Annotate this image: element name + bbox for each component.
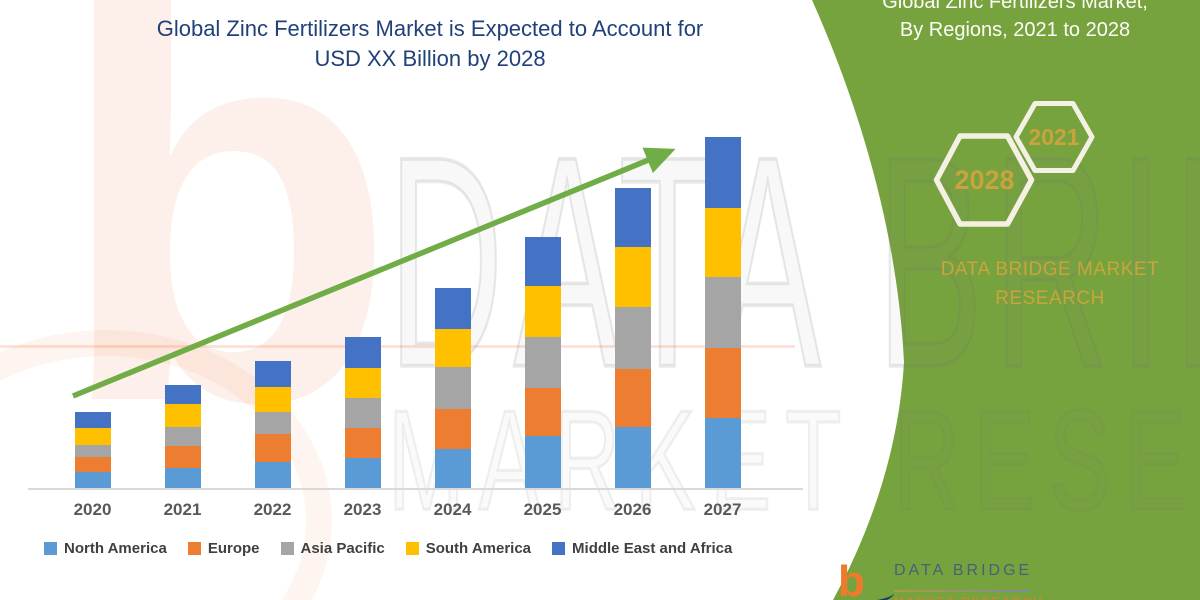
bar-segment-2026-europe: [614, 369, 651, 427]
bar-segment-2025-middle-east-and-africa: [524, 237, 561, 286]
bar-segment-2024-europe: [434, 409, 471, 449]
bar-segment-2022-asia-pacific: [254, 412, 291, 434]
bar-segment-2020-middle-east-and-africa: [74, 412, 111, 428]
bar-2022: [254, 361, 291, 488]
bar-segment-2026-south-america: [614, 247, 651, 307]
legend-swatch-icon: [187, 542, 201, 555]
bar-segment-2021-europe: [164, 446, 201, 468]
bar-segment-2024-south-america: [434, 329, 471, 367]
x-axis-label-2027: 2027: [703, 500, 742, 519]
bar-segment-2027-europe: [704, 348, 741, 418]
legend-item-north-america: North America: [44, 540, 167, 557]
bar-segment-2023-middle-east-and-africa: [344, 337, 381, 368]
legend-label: North America: [64, 540, 167, 557]
chart-legend: North America Europe Asia Pacific South Ame…: [44, 540, 732, 557]
bar-2020: [74, 412, 111, 488]
hexagon-2028-label: 2028: [954, 165, 1015, 195]
bar-segment-2023-north-america: [344, 458, 381, 488]
bar-segment-2024-middle-east-and-africa: [434, 288, 471, 329]
bar-2026: [614, 188, 651, 488]
bar-segment-2026-middle-east-and-africa: [614, 188, 651, 247]
panel-title: Global Zinc Fertilizers Market, By Regio…: [860, 0, 1170, 44]
bar-segment-2021-asia-pacific: [164, 427, 201, 446]
bar-segment-2022-europe: [254, 434, 291, 462]
legend-label: South America: [425, 540, 532, 557]
bar-segment-2020-north-america: [74, 472, 111, 488]
bar-2021: [164, 385, 201, 488]
legend-item-middle-east-and-africa: Middle East and Africa: [552, 540, 732, 557]
panel-title-line1: Global Zinc Fertilizers Market,: [882, 0, 1148, 13]
bar-segment-2024-north-america: [434, 449, 471, 488]
hexagon-2021-label: 2021: [1028, 124, 1080, 150]
bar-segment-2026-asia-pacific: [614, 307, 651, 369]
bar-segment-2021-north-america: [164, 468, 201, 488]
bar-segment-2021-south-america: [164, 404, 201, 427]
bar-segment-2022-north-america: [254, 462, 291, 488]
x-axis-label-2020: 2020: [73, 500, 112, 519]
bar-segment-2025-south-america: [524, 286, 561, 337]
panel-brand-text: DATA BRIDGE MARKET RESEARCH: [900, 255, 1200, 313]
legend-item-south-america: South America: [405, 540, 532, 557]
x-axis-label-2024: 2024: [433, 500, 472, 519]
bar-segment-2023-asia-pacific: [344, 398, 381, 428]
bar-segment-2027-north-america: [704, 418, 741, 488]
legend-item-asia-pacific: Asia Pacific: [280, 540, 385, 557]
bar-segment-2024-asia-pacific: [434, 367, 471, 409]
company-logo: b DATA BRIDGE MARKET RESEARCH: [830, 550, 1060, 600]
bar-segment-2025-asia-pacific: [524, 337, 561, 388]
bar-segment-2025-europe: [524, 388, 561, 436]
logo-subtitle: MARKET RESEARCH: [894, 595, 1044, 600]
panel-brand-line2: RESEARCH: [995, 288, 1105, 309]
bar-2025: [524, 237, 561, 488]
x-axis-label-2025: 2025: [523, 500, 562, 519]
bar-segment-2022-south-america: [254, 387, 291, 412]
bar-segment-2022-middle-east-and-africa: [254, 361, 291, 387]
legend-label: Europe: [207, 540, 260, 557]
bar-segment-2023-europe: [344, 428, 381, 458]
bar-segment-2023-south-america: [344, 368, 381, 398]
bar-segment-2026-north-america: [614, 427, 651, 488]
x-axis-label-2026: 2026: [613, 500, 652, 519]
x-axis-line: [28, 488, 803, 490]
bar-segment-2020-europe: [74, 457, 111, 472]
legend-swatch-icon: [405, 542, 419, 555]
bar-segment-2027-middle-east-and-africa: [704, 137, 741, 208]
legend-item-europe: Europe: [187, 540, 260, 557]
legend-swatch-icon: [552, 542, 566, 555]
bar-2024: [434, 288, 471, 488]
bar-segment-2027-asia-pacific: [704, 277, 741, 348]
logo-company-name: DATA BRIDGE: [894, 562, 1033, 579]
bar-segment-2021-middle-east-and-africa: [164, 385, 201, 404]
chart-title-line1: Global Zinc Fertilizers Market is Expect…: [156, 16, 704, 41]
chart-title: Global Zinc Fertilizers Market is Expect…: [30, 14, 830, 74]
bar-segment-2027-south-america: [704, 208, 741, 277]
legend-swatch-icon: [44, 542, 57, 555]
chart-title-line2: USD XX Billion by 2028: [314, 46, 546, 71]
panel-brand-line1: DATA BRIDGE MARKET: [940, 259, 1160, 280]
bar-segment-2025-north-america: [524, 436, 561, 488]
legend-swatch-icon: [280, 542, 294, 555]
bar-segment-2020-asia-pacific: [74, 445, 111, 457]
logo-underline: [894, 590, 1030, 592]
legend-label: Asia Pacific: [300, 540, 385, 557]
bar-2027: [704, 137, 741, 488]
x-axis-label-2023: 2023: [343, 500, 382, 519]
bar-2023: [344, 337, 381, 488]
panel-title-line2: By Regions, 2021 to 2028: [899, 19, 1131, 41]
legend-label: Middle East and Africa: [572, 540, 733, 557]
x-axis-label-2022: 2022: [253, 500, 292, 519]
x-axis-label-2021: 2021: [163, 500, 202, 519]
bar-segment-2020-south-america: [74, 428, 111, 445]
